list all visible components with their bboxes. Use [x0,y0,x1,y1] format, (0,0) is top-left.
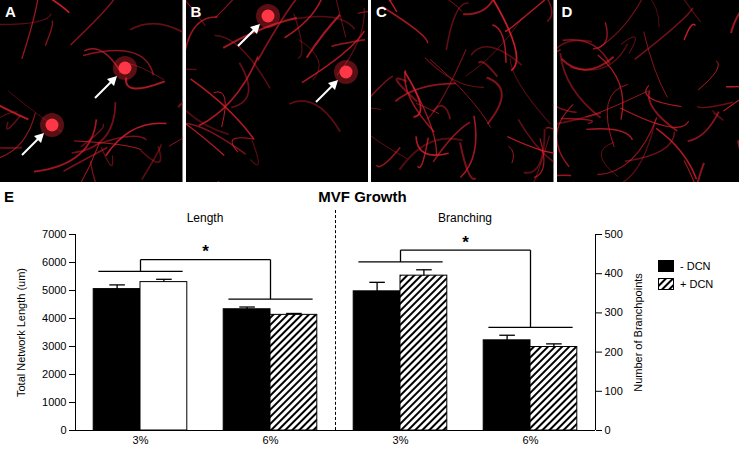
html-text:+ DCN: + DCN [680,278,714,290]
svg-text:Number of Branchpoints: Number of Branchpoints [632,273,644,392]
svg-text:3%: 3% [133,434,149,446]
svg-text:300: 300 [605,306,623,318]
svg-text:6%: 6% [263,434,279,446]
svg-text:100: 100 [605,385,623,397]
html-text:Length: Length [186,211,224,225]
html-text:- DCN: - DCN [680,260,711,272]
html-text:A: A [5,3,16,20]
svg-text:500: 500 [605,228,623,240]
svg-text:200: 200 [605,346,623,358]
svg-text:2000: 2000 [42,368,66,380]
html-text:B: B [190,3,202,20]
svg-text:Total Network Length (um): Total Network Length (um) [15,268,27,397]
svg-text:0: 0 [60,424,66,436]
html-text:C: C [376,3,387,20]
svg-text:3000: 3000 [42,340,66,352]
svg-text:4000: 4000 [42,312,66,324]
html-text:Branching: Branching [438,211,492,225]
svg-text:5000: 5000 [42,284,66,296]
svg-text:400: 400 [605,267,623,279]
svg-text:7000: 7000 [42,228,66,240]
svg-text:*: * [462,233,469,252]
svg-text:6%: 6% [523,434,539,446]
html-text:MVF Growth: MVF Growth [318,188,407,205]
svg-text:3%: 3% [393,434,409,446]
svg-text:1000: 1000 [42,396,66,408]
svg-text:6000: 6000 [42,256,66,268]
html-text:D: D [561,3,573,20]
svg-text:*: * [202,242,209,261]
html-text:E: E [4,188,14,205]
svg-text:0: 0 [605,424,611,436]
